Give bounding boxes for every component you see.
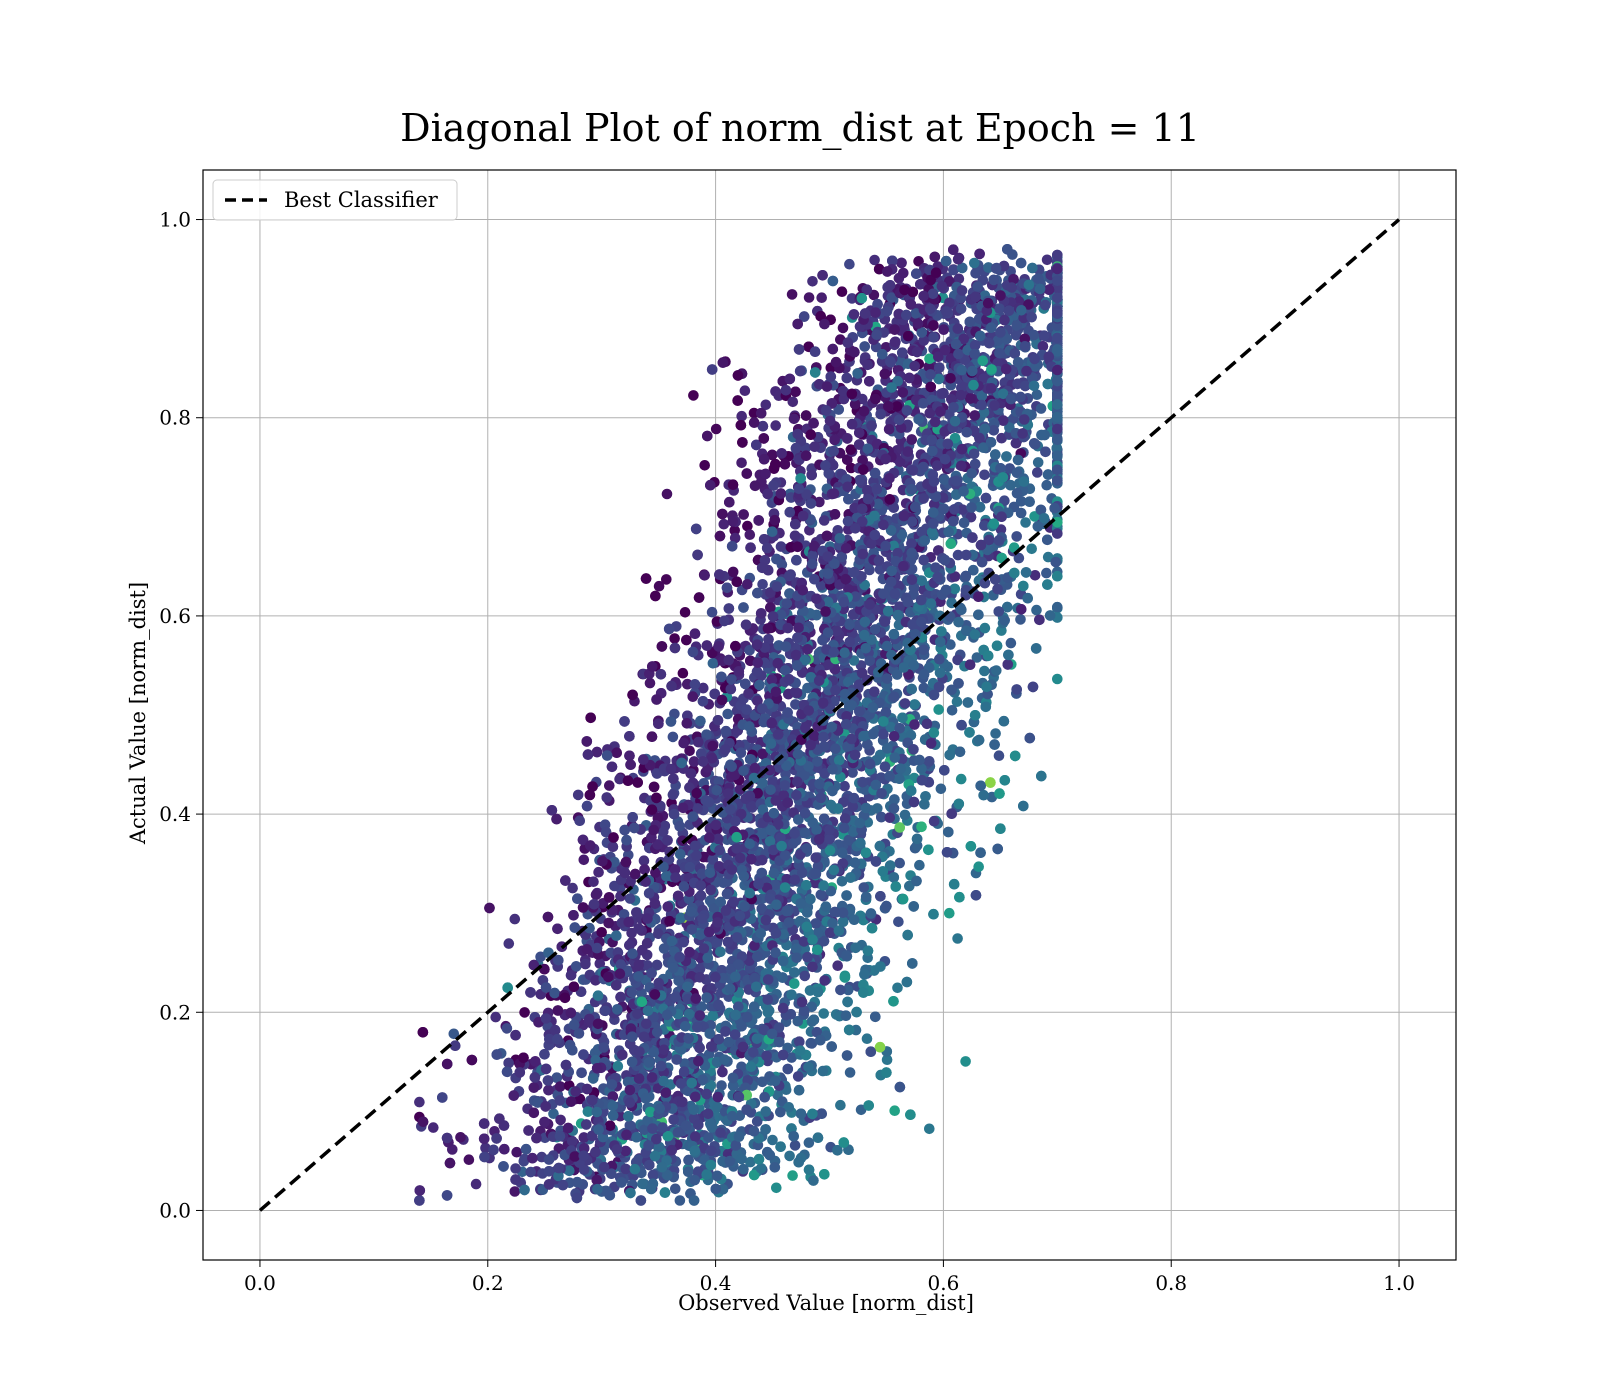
scatter-point: [736, 457, 747, 469]
scatter-point: [979, 469, 990, 481]
scatter-point: [803, 1137, 815, 1148]
scatter-point: [924, 1123, 935, 1135]
scatter-point: [935, 783, 947, 795]
scatter-point: [727, 566, 739, 578]
scatter-point: [653, 580, 665, 592]
scatter-point: [1005, 637, 1017, 649]
scatter-point: [688, 390, 699, 401]
scatter-point: [742, 579, 753, 590]
scatter-point: [889, 1105, 900, 1116]
scatter-point: [944, 907, 955, 919]
scatter-point: [990, 728, 1001, 739]
scatter-point: [1029, 570, 1041, 581]
scatter-point: [667, 731, 679, 743]
scatter-point: [1011, 531, 1022, 542]
scatter-point: [789, 1140, 801, 1151]
scatter-point: [1026, 543, 1037, 555]
scatter-point: [706, 606, 718, 618]
scatter-point: [624, 893, 636, 904]
scatter-point: [1031, 604, 1042, 616]
scatter-point: [893, 916, 904, 928]
scatter-point: [815, 889, 827, 900]
scatter-point: [835, 984, 846, 996]
scatter-point: [519, 1007, 530, 1018]
scatter-point: [555, 1114, 566, 1126]
scatter-point: [979, 665, 990, 677]
scatter-point: [803, 292, 815, 303]
scatter-point: [869, 254, 880, 266]
scatter-point: [971, 652, 983, 663]
scatter-points: [414, 244, 1063, 1206]
scatter-point: [894, 857, 905, 869]
scatter-point: [978, 789, 989, 801]
scatter-point: [736, 410, 747, 422]
scatter-point: [509, 1186, 521, 1197]
scatter-point: [914, 859, 925, 871]
scatter-point: [1041, 479, 1052, 491]
scatter-point: [742, 520, 753, 532]
scatter-point: [844, 258, 855, 270]
scatter-point: [674, 1195, 686, 1206]
scatter-point: [771, 1182, 782, 1194]
scatter-point: [844, 1067, 856, 1078]
scatter-point: [490, 1011, 502, 1023]
scatter-point: [463, 1154, 475, 1165]
scatter-point: [767, 1134, 778, 1146]
scatter-point: [1032, 467, 1043, 478]
scatter-point: [604, 780, 615, 791]
scatter-point: [699, 460, 710, 471]
scatter-point: [933, 704, 944, 715]
scatter-point: [960, 1056, 971, 1067]
scatter-point: [792, 1071, 804, 1082]
scatter-point: [572, 789, 584, 801]
scatter-point: [470, 1178, 482, 1190]
scatter-point: [644, 677, 656, 689]
scatter-point: [839, 780, 850, 792]
chart-title: Diagonal Plot of norm_dist at Epoch = 11: [400, 106, 1200, 151]
scatter-point: [707, 658, 719, 669]
scatter-point: [509, 913, 521, 925]
scatter-point: [670, 1183, 681, 1195]
scatter-point: [952, 933, 963, 944]
scatter-point: [525, 1166, 536, 1178]
scatter-point: [669, 633, 680, 644]
scatter-point: [1041, 254, 1053, 266]
scatter-point: [503, 938, 515, 949]
scatter-point: [718, 518, 730, 530]
scatter-point: [1032, 457, 1044, 468]
scatter-point: [593, 866, 604, 878]
scatter-point: [770, 420, 781, 431]
scatter-point: [1020, 517, 1031, 528]
scatter-point: [428, 1122, 439, 1133]
scatter-point: [722, 708, 733, 720]
scatter-point: [837, 322, 849, 334]
scatter-point: [854, 474, 865, 486]
scatter-point: [661, 574, 672, 585]
scatter-point: [784, 1150, 795, 1162]
scatter-point: [1052, 673, 1063, 685]
scatter-point: [677, 667, 689, 679]
scatter-point: [567, 882, 578, 894]
scatter-point: [993, 750, 1005, 761]
scatter-point: [861, 1033, 873, 1044]
scatter-point: [679, 607, 691, 618]
scatter-point: [710, 423, 722, 435]
